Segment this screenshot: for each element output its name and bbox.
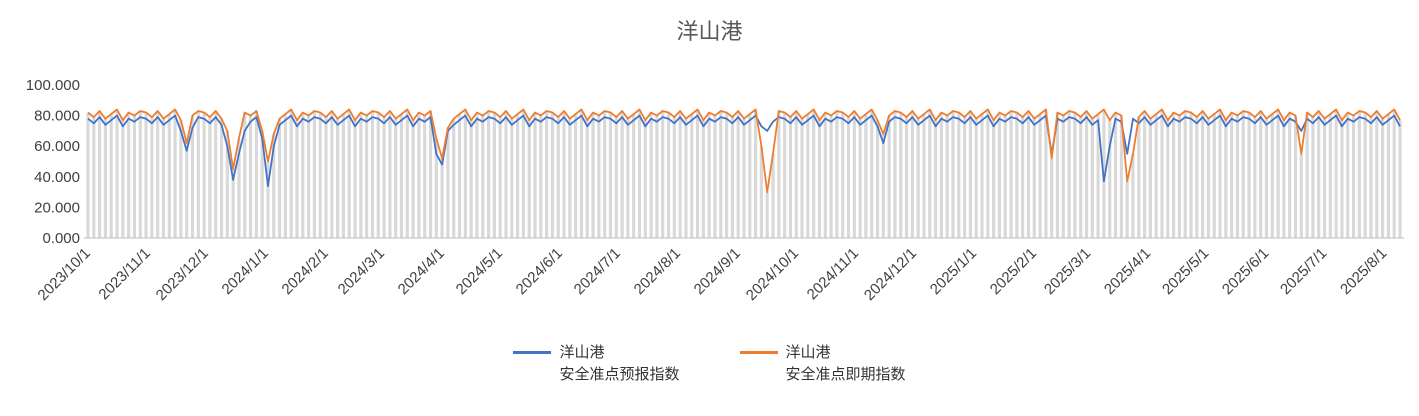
x-tick-label: 2024/3/1 [335,245,388,298]
legend: 洋山港 安全准点预报指数 洋山港 安全准点即期指数 [0,342,1419,386]
series-line-0 [87,114,1401,187]
x-tick-label: 2024/5/1 [453,245,506,298]
x-tick-label: 2024/1/1 [219,245,272,298]
y-tick-label: 80.000 [34,108,80,125]
y-tick-label: 60.000 [34,138,80,155]
legend-line-swatch-spot [739,351,778,354]
x-tick-label: 2025/5/1 [1159,245,1212,298]
x-tick-label: 2025/7/1 [1277,245,1330,298]
x-tick-label: 2024/12/1 [861,245,920,304]
legend-label-spot: 洋山港 安全准点即期指数 [785,344,906,383]
legend-line-swatch-forecast [513,351,552,354]
legend-item-forecast: 洋山港 安全准点预报指数 [513,342,680,386]
plot-area: 0.000 20.000 40.000 60.000 80.000 100.000 2023… [26,77,1404,304]
x-tick-label: 2023/10/1 [35,245,94,304]
y-tick-label: 20.000 [34,199,80,216]
x-tick-label: 2025/6/1 [1219,245,1272,298]
x-tick-label: 2023/12/1 [153,245,212,304]
x-tick-label: 2024/6/1 [513,245,566,298]
x-tick-label: 2024/7/1 [571,245,624,298]
legend-item-spot: 洋山港 安全准点即期指数 [739,342,906,386]
x-tick-label: 2024/8/1 [631,245,684,298]
x-tick-label: 2025/2/1 [987,245,1040,298]
x-tick-label: 2024/10/1 [743,245,802,304]
y-tick-label: 100.000 [26,77,80,94]
x-tick-label: 2025/8/1 [1337,245,1390,298]
x-tick-label: 2025/3/1 [1041,245,1094,298]
x-tick-label: 2024/2/1 [279,245,332,298]
x-tick-label: 2024/9/1 [691,245,744,298]
x-tick-label: 2024/11/1 [804,245,862,303]
x-tick-label: 2024/4/1 [395,245,448,298]
series-line-1 [87,108,1401,194]
x-tick-label: 2025/1/1 [927,245,980,298]
background-bars [86,109,1402,238]
x-tick-label: 2023/11/1 [95,245,153,303]
x-tick-label: 2025/4/1 [1101,245,1154,298]
y-axis-labels: 0.000 20.000 40.000 60.000 80.000 100.000 [26,77,80,247]
y-tick-label: 40.000 [34,169,80,186]
y-tick-label: 0.000 [42,230,80,247]
legend-label-forecast: 洋山港 安全准点预报指数 [559,344,680,383]
chart-title: 洋山港 [676,19,743,44]
